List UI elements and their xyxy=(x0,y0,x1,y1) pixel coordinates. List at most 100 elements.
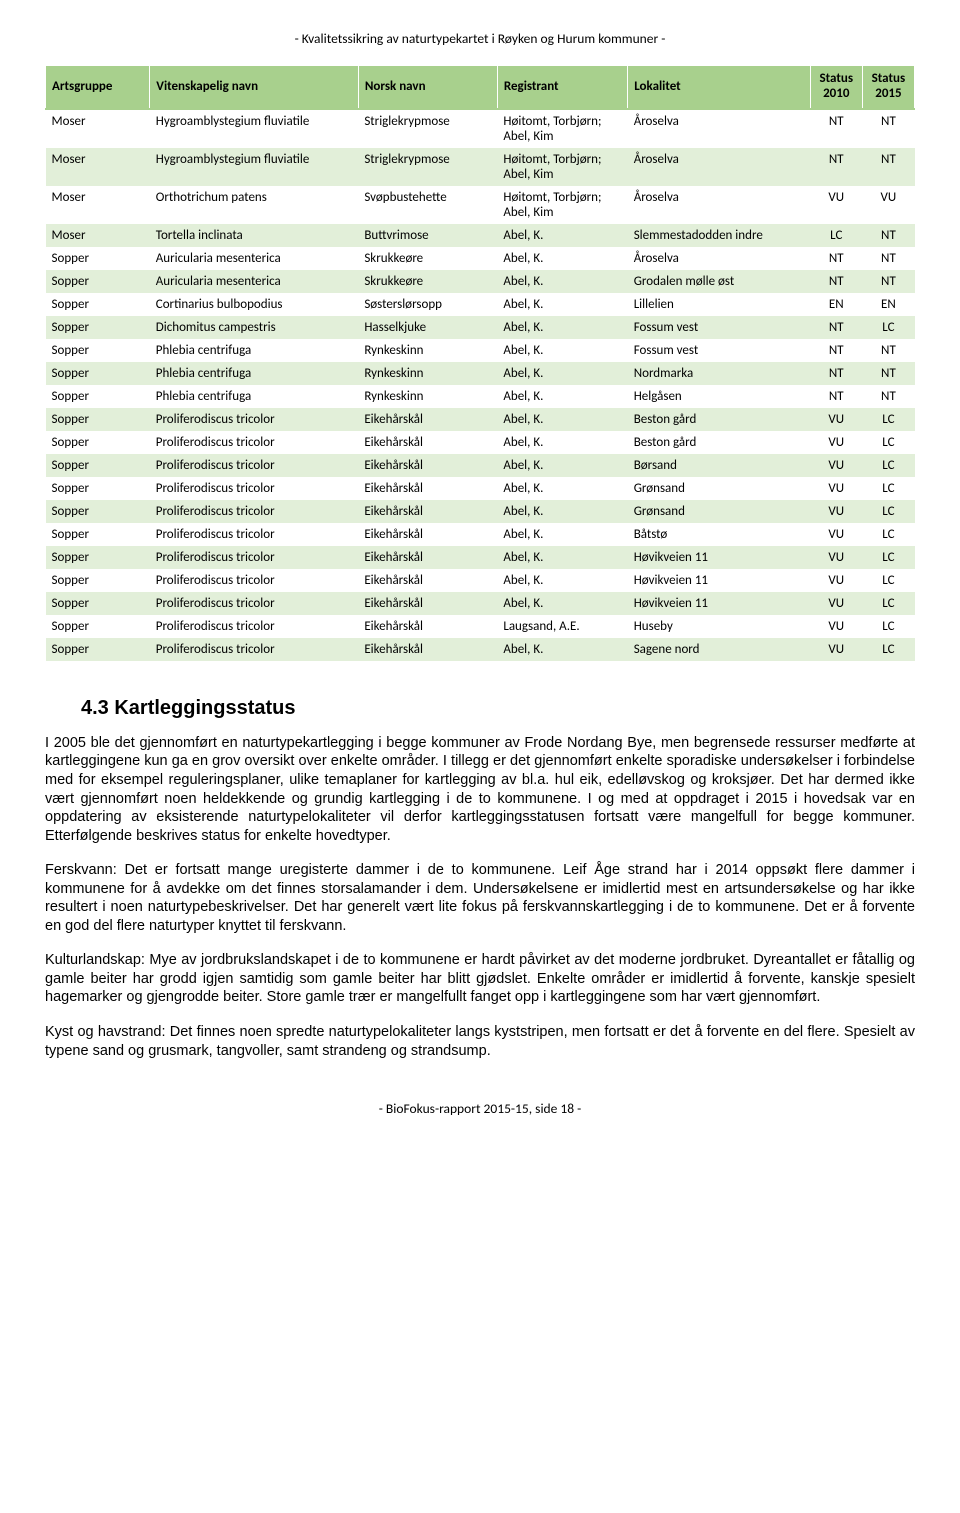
table-row: MoserHygroamblystegium fluviatileStrigle… xyxy=(46,148,915,186)
table-cell: NT xyxy=(862,109,914,148)
table-cell: LC xyxy=(862,408,914,431)
col-status-2010-l1: Status xyxy=(820,71,854,86)
table-cell: Sopper xyxy=(46,362,150,385)
table-cell: Åroselva xyxy=(628,109,811,148)
table-cell: VU xyxy=(810,477,862,500)
table-cell: LC xyxy=(862,546,914,569)
body-paragraph: Ferskvann: Det er fortsatt mange uregist… xyxy=(45,861,915,935)
table-cell: Tortella inclinata xyxy=(150,224,359,247)
table-cell: Høvikveien 11 xyxy=(628,569,811,592)
table-cell: Sopper xyxy=(46,638,150,661)
table-cell: Sopper xyxy=(46,454,150,477)
table-cell: Eikehårskål xyxy=(358,615,497,638)
table-cell: Abel, K. xyxy=(497,339,627,362)
col-registrant: Registrant xyxy=(497,66,627,109)
table-cell: Moser xyxy=(46,148,150,186)
table-row: SopperProliferodiscus tricolorEikehårskå… xyxy=(46,615,915,638)
table-cell: Skrukkeøre xyxy=(358,270,497,293)
table-cell: Høvikveien 11 xyxy=(628,546,811,569)
col-vitenskapelig-navn: Vitenskapelig navn xyxy=(150,66,359,109)
table-cell: Sopper xyxy=(46,270,150,293)
table-cell: Phlebia centrifuga xyxy=(150,339,359,362)
table-cell: Abel, K. xyxy=(497,362,627,385)
species-table: Artsgruppe Vitenskapelig navn Norsk navn… xyxy=(45,65,915,661)
table-cell: NT xyxy=(810,385,862,408)
table-row: SopperProliferodiscus tricolorEikehårskå… xyxy=(46,477,915,500)
table-cell: Rynkeskinn xyxy=(358,339,497,362)
table-cell: Søsterslørsopp xyxy=(358,293,497,316)
table-cell: Hasselkjuke xyxy=(358,316,497,339)
table-cell: Beston gård xyxy=(628,431,811,454)
table-row: MoserHygroamblystegium fluviatileStrigle… xyxy=(46,109,915,148)
table-cell: Fossum vest xyxy=(628,339,811,362)
col-status-2015: Status 2015 xyxy=(862,66,914,109)
table-cell: Svøpbustehette xyxy=(358,186,497,224)
table-cell: Nordmarka xyxy=(628,362,811,385)
table-cell: Orthotrichum patens xyxy=(150,186,359,224)
table-cell: Sopper xyxy=(46,385,150,408)
table-cell: Eikehårskål xyxy=(358,638,497,661)
table-row: SopperProliferodiscus tricolorEikehårskå… xyxy=(46,569,915,592)
table-cell: Sopper xyxy=(46,500,150,523)
table-cell: Høitomt, Torbjørn; Abel, Kim xyxy=(497,109,627,148)
table-cell: Eikehårskål xyxy=(358,592,497,615)
table-cell: Proliferodiscus tricolor xyxy=(150,500,359,523)
table-cell: VU xyxy=(810,500,862,523)
table-cell: Moser xyxy=(46,224,150,247)
table-cell: LC xyxy=(862,477,914,500)
table-cell: Åroselva xyxy=(628,247,811,270)
table-cell: VU xyxy=(810,615,862,638)
table-row: MoserTortella inclinataButtvrimoseAbel, … xyxy=(46,224,915,247)
table-cell: NT xyxy=(810,247,862,270)
table-cell: Proliferodiscus tricolor xyxy=(150,592,359,615)
body-paragraph: Kulturlandskap: Mye av jordbrukslandskap… xyxy=(45,951,915,1007)
table-cell: Cortinarius bulbopodius xyxy=(150,293,359,316)
table-cell: NT xyxy=(810,270,862,293)
table-cell: Abel, K. xyxy=(497,224,627,247)
table-cell: Hygroamblystegium fluviatile xyxy=(150,148,359,186)
table-cell: Åroselva xyxy=(628,186,811,224)
table-cell: Sopper xyxy=(46,339,150,362)
table-row: SopperProliferodiscus tricolorEikehårskå… xyxy=(46,454,915,477)
table-cell: Proliferodiscus tricolor xyxy=(150,408,359,431)
table-cell: Sopper xyxy=(46,615,150,638)
table-cell: VU xyxy=(810,523,862,546)
table-cell: Eikehårskål xyxy=(358,454,497,477)
table-cell: VU xyxy=(810,592,862,615)
table-cell: Skrukkeøre xyxy=(358,247,497,270)
table-cell: Sopper xyxy=(46,523,150,546)
table-cell: NT xyxy=(862,362,914,385)
table-cell: Auricularia mesenterica xyxy=(150,247,359,270)
table-row: SopperPhlebia centrifugaRynkeskinnAbel, … xyxy=(46,362,915,385)
table-cell: Grønsand xyxy=(628,477,811,500)
table-cell: Moser xyxy=(46,109,150,148)
table-cell: LC xyxy=(862,431,914,454)
table-cell: NT xyxy=(810,109,862,148)
table-cell: Høitomt, Torbjørn; Abel, Kim xyxy=(497,148,627,186)
table-cell: Auricularia mesenterica xyxy=(150,270,359,293)
table-cell: Eikehårskål xyxy=(358,431,497,454)
table-cell: Lillelien xyxy=(628,293,811,316)
table-row: SopperProliferodiscus tricolorEikehårskå… xyxy=(46,523,915,546)
table-cell: NT xyxy=(810,339,862,362)
table-cell: Abel, K. xyxy=(497,431,627,454)
table-cell: VU xyxy=(810,431,862,454)
page-footer: - BioFokus-rapport 2015-15, side 18 - xyxy=(45,1100,915,1117)
table-row: SopperProliferodiscus tricolorEikehårskå… xyxy=(46,431,915,454)
table-cell: Hygroamblystegium fluviatile xyxy=(150,109,359,148)
table-cell: Sopper xyxy=(46,408,150,431)
table-cell: Abel, K. xyxy=(497,316,627,339)
table-cell: Sopper xyxy=(46,316,150,339)
table-cell: Eikehårskål xyxy=(358,477,497,500)
table-cell: LC xyxy=(862,638,914,661)
table-cell: VU xyxy=(810,569,862,592)
table-cell: Abel, K. xyxy=(497,638,627,661)
table-body: MoserHygroamblystegium fluviatileStrigle… xyxy=(46,109,915,661)
table-cell: LC xyxy=(810,224,862,247)
table-cell: Proliferodiscus tricolor xyxy=(150,569,359,592)
table-cell: NT xyxy=(862,339,914,362)
table-cell: VU xyxy=(810,546,862,569)
table-cell: Abel, K. xyxy=(497,546,627,569)
table-cell: Proliferodiscus tricolor xyxy=(150,523,359,546)
col-status-2010-l2: 2010 xyxy=(823,86,849,101)
